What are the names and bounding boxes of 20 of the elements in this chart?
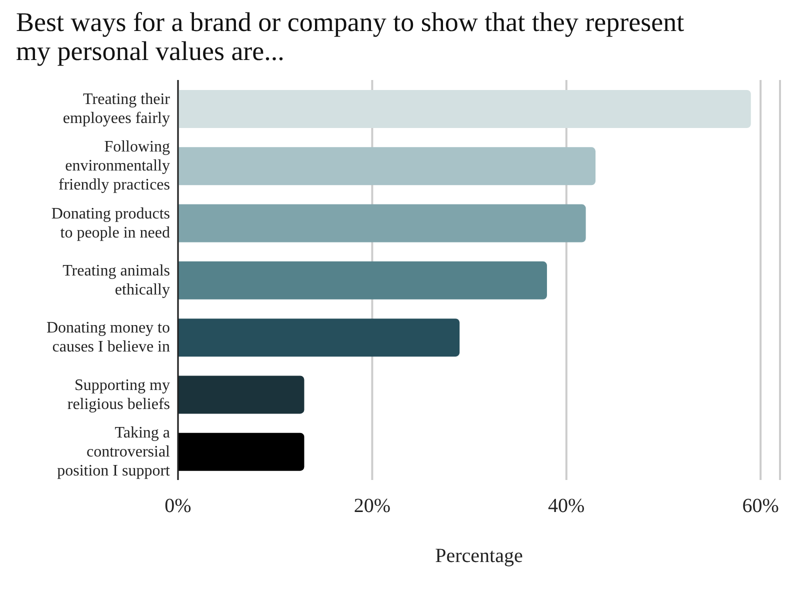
y-tick-label: Treating their employees fairly [62,90,171,127]
bar [178,90,751,128]
x-axis-title: Percentage [435,545,523,567]
y-tick-label: Donating money to causes I believe in [46,319,170,356]
x-tick-label: 0% [164,495,192,518]
y-tick-label: Donating products to people in need [51,204,170,241]
bar [178,318,460,357]
y-tick-label: Taking a controversial position I support [57,424,171,479]
bar [178,376,304,414]
x-tick-label: 60% [742,495,779,518]
bar [178,147,596,186]
bar [178,261,547,300]
y-tick-label: Following environmentally friendly practices [58,138,170,194]
chart-title: Best ways for a brand or company to show that they represent my personal values are... [16,7,686,66]
bar [178,432,304,471]
y-tick-label: Supporting my religious beliefs [67,376,170,412]
x-tick-label: 20% [354,495,391,518]
bar [178,204,586,242]
x-tick-label: 40% [548,495,585,518]
y-tick-label: Treating animals ethically [62,262,170,298]
